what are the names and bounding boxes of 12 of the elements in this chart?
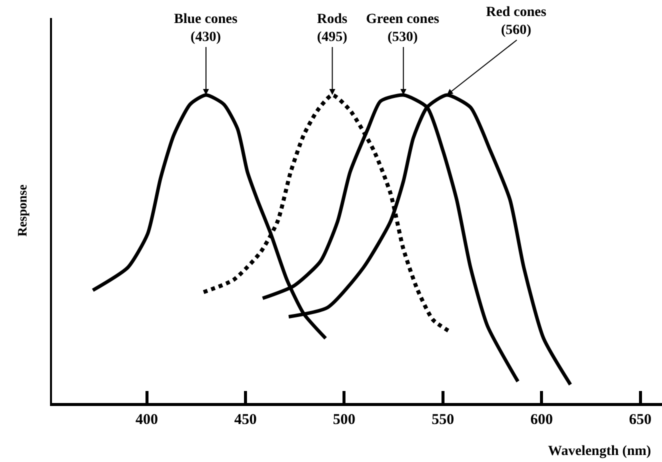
x-tick-label: 650 [629, 412, 652, 428]
x-tick-label: 600 [530, 412, 553, 428]
x-tick-label: 450 [234, 412, 257, 428]
annotation: Blue cones (430) [174, 12, 238, 46]
annotation: Rods (495) [317, 12, 348, 46]
y-axis-title: Response [14, 184, 30, 237]
x-tick-label: 500 [332, 412, 356, 428]
x-tick-label: 400 [136, 412, 158, 428]
annotation: Red cones (560) [486, 5, 547, 38]
x-axis-title: Wavelength (nm) [548, 444, 652, 459]
x-tick-label: 550 [432, 412, 454, 428]
annotation: Green cones (530) [366, 12, 440, 46]
